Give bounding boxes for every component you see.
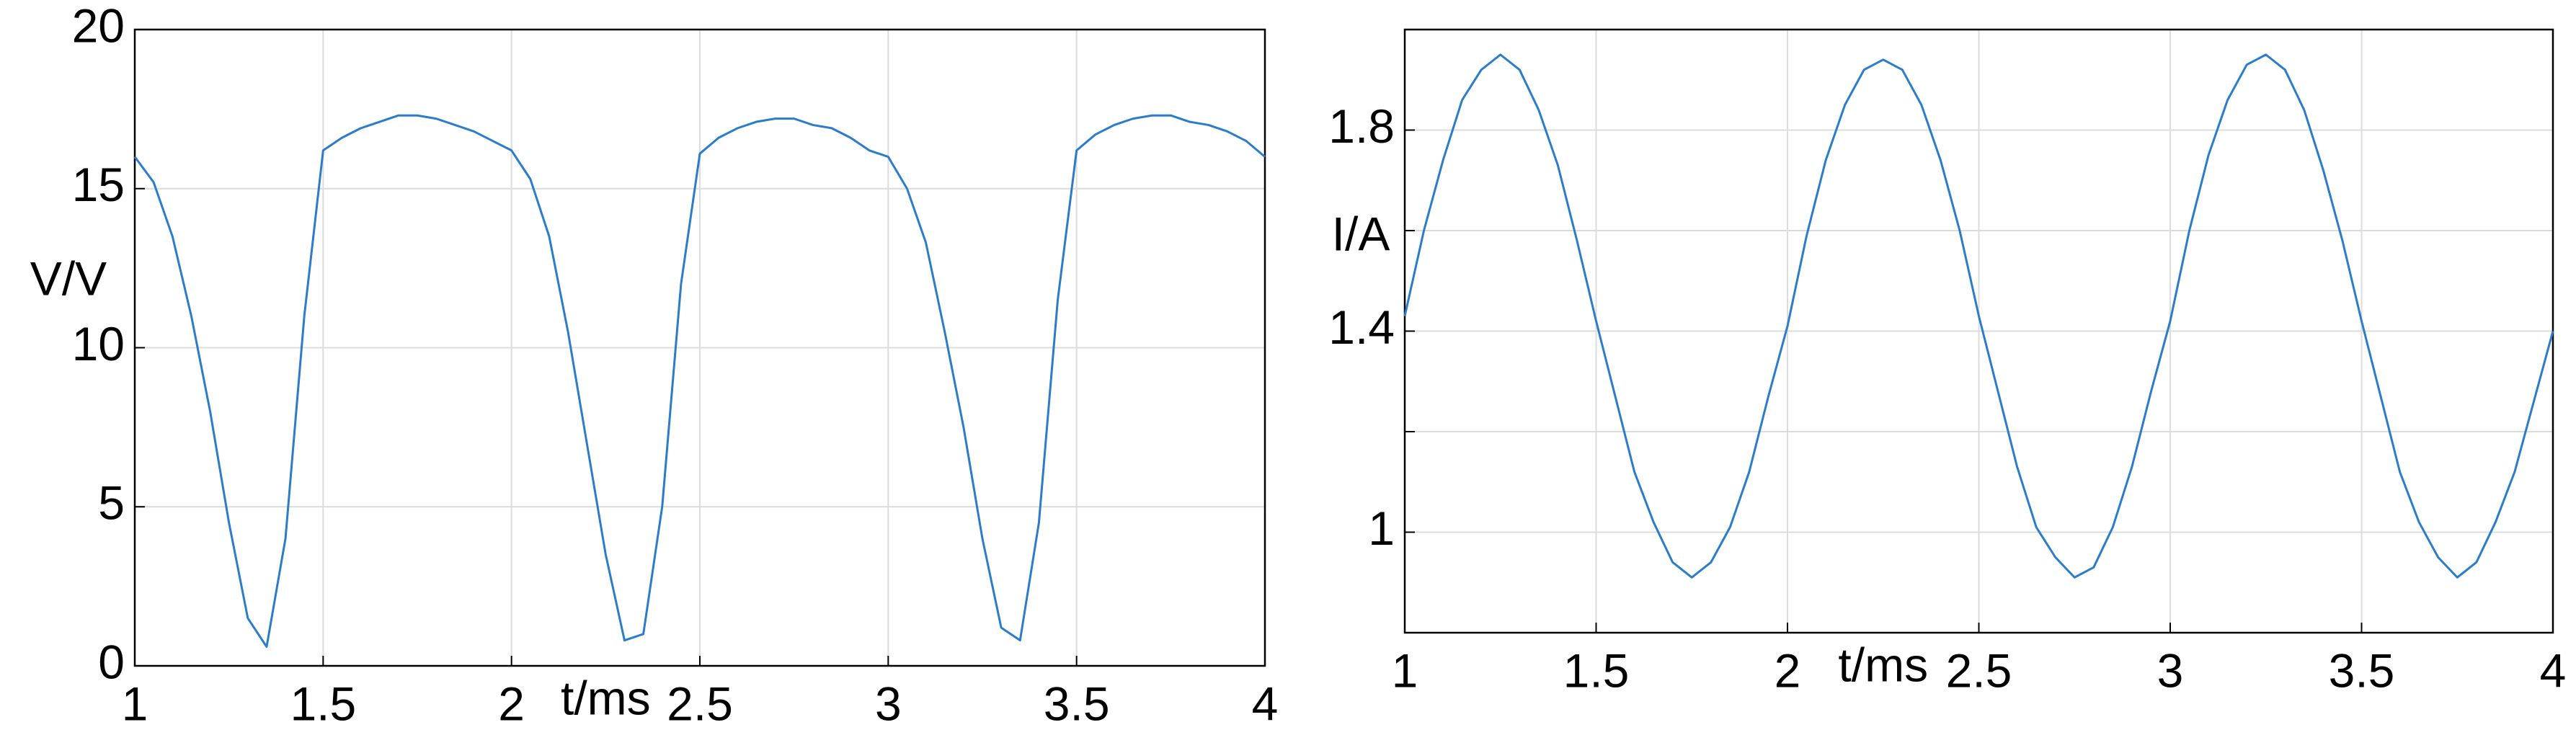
data-line — [1403, 53, 2554, 579]
x-tick-label: 2 — [498, 677, 525, 730]
plot-frame — [133, 28, 1266, 667]
y-tick-label: 0 — [98, 635, 125, 688]
x-tick-label: 2 — [1775, 644, 1801, 697]
x-tick-label: 3.5 — [2329, 644, 2395, 697]
y-axis-label: V/V — [30, 251, 107, 305]
x-tick-label: 1.5 — [290, 677, 356, 730]
data-line — [133, 114, 1266, 649]
x-tick-label: 1 — [122, 677, 148, 730]
y-tick-label: 1.8 — [1328, 99, 1395, 153]
x-axis-label: t/ms — [561, 671, 651, 724]
y-tick-label: 10 — [72, 317, 125, 370]
y-tick-label: 15 — [72, 158, 125, 211]
x-tick-label: 1 — [1392, 644, 1418, 697]
x-axis-label: t/ms — [1838, 638, 1928, 691]
y-tick-label: 20 — [72, 0, 125, 52]
x-tick-label: 3 — [2157, 644, 2184, 697]
x-tick-label: 2.5 — [667, 677, 733, 730]
x-tick-label: 1.5 — [1563, 644, 1630, 697]
x-tick-label: 3.5 — [1044, 677, 1110, 730]
x-tick-label: 2.5 — [1946, 644, 2012, 697]
x-tick-label: 4 — [2540, 644, 2567, 697]
y-tick-label: 1.4 — [1328, 300, 1395, 354]
x-tick-label: 3 — [875, 677, 902, 730]
x-tick-label: 4 — [1252, 677, 1279, 730]
y-tick-label: 5 — [98, 476, 125, 530]
y-tick-label: 1 — [1368, 502, 1395, 555]
y-axis-label: I/A — [1332, 207, 1390, 260]
